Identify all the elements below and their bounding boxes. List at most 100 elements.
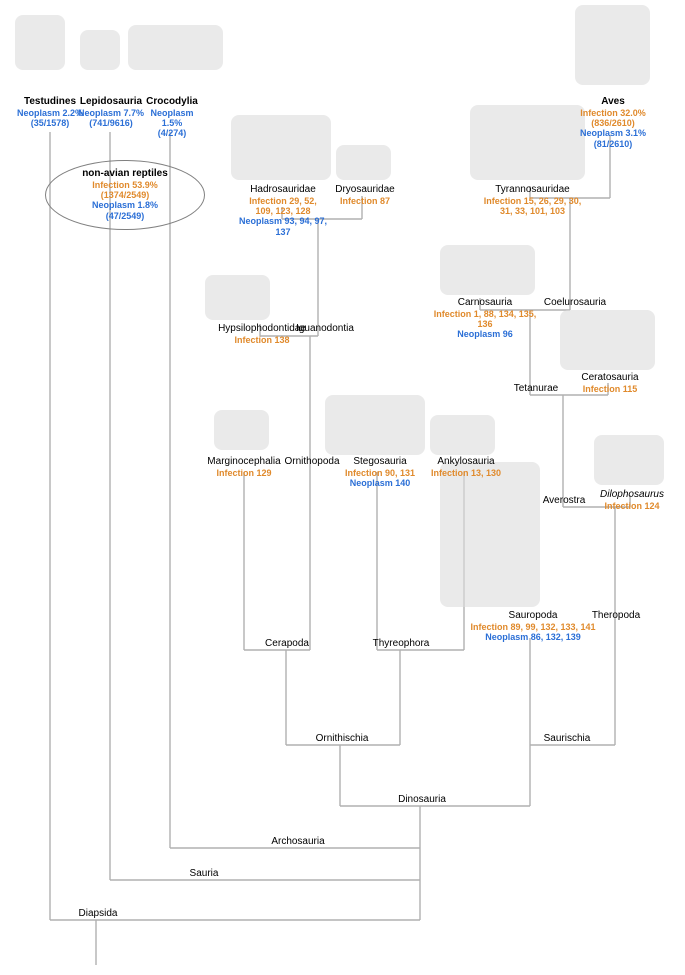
dryosauridae-inf: Infection 87: [330, 196, 400, 206]
aves-label: Aves Infection 32.0% (836/2610) Neoplasm…: [568, 96, 658, 149]
hadrosauridae-label: Hadrosauridae Infection 29, 52, 109, 123…: [233, 184, 333, 237]
bubble-inf1: Infection 53.9%: [45, 180, 205, 190]
dilophosaurus-name: Dilophosaurus: [590, 489, 674, 501]
sauropoda-inf: Infection 89, 99, 132, 133, 141: [468, 622, 598, 632]
averostra-label: Averostra: [537, 495, 591, 507]
dryosauridae-name: Dryosauridae: [330, 184, 400, 196]
ceratosaur-silhouette: [560, 310, 655, 370]
testudines-label: Testudines Neoplasm 2.2% (35/1578): [16, 96, 84, 128]
tyrannosauridae-inf1: Infection 15, 26, 29, 30,: [475, 196, 590, 206]
archosauria-name: Archosauria: [266, 836, 330, 848]
stegosauria-label: Stegosauria Infection 90, 131 Neoplasm 1…: [340, 456, 420, 488]
lepidosauria-neo1: Neoplasm 7.7%: [76, 108, 146, 118]
dryosauridae-label: Dryosauridae Infection 87: [330, 184, 400, 206]
sauria-name: Sauria: [182, 868, 226, 880]
carnosauria-neo: Neoplasm 96: [425, 329, 545, 339]
carnosaur-silhouette: [440, 245, 535, 295]
aves-name: Aves: [568, 96, 658, 108]
sauria-label: Sauria: [182, 868, 226, 880]
testudines-neo1: Neoplasm 2.2%: [16, 108, 84, 118]
crocodylia-neo1: Neoplasm 1.5%: [140, 108, 204, 129]
cerapoda-name: Cerapoda: [259, 638, 315, 650]
ornithopoda-label: Ornithopoda: [280, 456, 344, 468]
thyreophora-label: Thyreophora: [368, 638, 434, 650]
averostra-name: Averostra: [537, 495, 591, 507]
theropoda-label: Theropoda: [588, 610, 644, 622]
dilophosaurus-inf: Infection 124: [590, 501, 674, 511]
aves-inf1: Infection 32.0%: [568, 108, 658, 118]
tyrannosauridae-inf2: 31, 33, 101, 103: [475, 206, 590, 216]
hadrosauridae-inf1: Infection 29, 52,: [233, 196, 333, 206]
tyrannosauridae-label: Tyrannosauridae Infection 15, 26, 29, 30…: [475, 184, 590, 216]
iguanodontia-label: Iguanodontia: [290, 323, 360, 335]
ceratosauria-label: Ceratosauria Infection 115: [575, 372, 645, 394]
dilophosaurus-label: Dilophosaurus Infection 124: [590, 489, 674, 511]
hadrosauridae-inf2: 109, 123, 128: [233, 206, 333, 216]
bubble-neo2: (47/2549): [45, 211, 205, 221]
ornithopoda-name: Ornithopoda: [280, 456, 344, 468]
testudines-neo2: (35/1578): [16, 118, 84, 128]
iguanodontia-name: Iguanodontia: [290, 323, 360, 335]
dinosauria-name: Dinosauria: [393, 794, 451, 806]
hadrosaur-silhouette: [231, 115, 331, 180]
marginocephalian-silhouette: [214, 410, 269, 450]
saurischia-label: Saurischia: [538, 733, 596, 745]
ankylosaur-silhouette: [430, 415, 495, 455]
crocodile-silhouette: [128, 25, 223, 70]
crocodylia-neo2: (4/274): [140, 128, 204, 138]
marginocephalia-label: Marginocephalia Infection 129: [200, 456, 288, 478]
ceratosauria-inf: Infection 115: [575, 384, 645, 394]
hadrosauridae-neo: Neoplasm 93, 94, 97, 137: [233, 216, 333, 237]
ornithischia-label: Ornithischia: [310, 733, 374, 745]
crocodylia-label: Crocodylia Neoplasm 1.5% (4/274): [140, 96, 204, 139]
hadrosauridae-name: Hadrosauridae: [233, 184, 333, 196]
bubble-neo1: Neoplasm 1.8%: [45, 200, 205, 210]
dinosauria-label: Dinosauria: [393, 794, 451, 806]
tyrannosauridae-name: Tyrannosauridae: [475, 184, 590, 196]
marginocephalia-inf: Infection 129: [200, 468, 288, 478]
non-avian-bubble-text: non-avian reptiles Infection 53.9% (1374…: [45, 168, 205, 221]
stegosauria-inf: Infection 90, 131: [340, 468, 420, 478]
stegosauria-name: Stegosauria: [340, 456, 420, 468]
coelurosauria-label: Coelurosauria: [540, 297, 610, 309]
snake-silhouette: [80, 30, 120, 70]
dilophosaur-silhouette: [594, 435, 664, 485]
lepidosauria-name: Lepidosauria: [76, 96, 146, 108]
sauropod-silhouette: [440, 462, 540, 607]
dryosaur-silhouette: [336, 145, 391, 180]
lepidosauria-neo2: (741/9616): [76, 118, 146, 128]
sauropoda-label: Sauropoda Infection 89, 99, 132, 133, 14…: [468, 610, 598, 642]
ankylosauria-name: Ankylosauria: [428, 456, 504, 468]
sauropoda-neo: Neoplasm 86, 132, 139: [468, 632, 598, 642]
stegosaur-silhouette: [325, 395, 425, 455]
lepidosauria-label: Lepidosauria Neoplasm 7.7% (741/9616): [76, 96, 146, 128]
bird-silhouette: [575, 5, 650, 85]
hypsilophodontidae-inf: Infection 138: [212, 335, 312, 345]
ankylosauria-inf: Infection 13, 130: [428, 468, 504, 478]
carnosauria-label: Carnosauria Infection 1, 88, 134, 135, 1…: [425, 297, 545, 340]
cerapoda-label: Cerapoda: [259, 638, 315, 650]
aves-neo1: Neoplasm 3.1%: [568, 128, 658, 138]
ceratosauria-name: Ceratosauria: [575, 372, 645, 384]
carnosauria-name: Carnosauria: [425, 297, 545, 309]
diapsida-name: Diapsida: [74, 908, 122, 920]
theropoda-name: Theropoda: [588, 610, 644, 622]
ornithischia-name: Ornithischia: [310, 733, 374, 745]
stegosauria-neo: Neoplasm 140: [340, 478, 420, 488]
testudines-name: Testudines: [16, 96, 84, 108]
bubble-inf2: (1374/2549): [45, 190, 205, 200]
saurischia-name: Saurischia: [538, 733, 596, 745]
bubble-title: non-avian reptiles: [45, 168, 205, 180]
hypsilophodont-silhouette: [205, 275, 270, 320]
tetanurae-label: Tetanurae: [506, 383, 566, 395]
diapsida-label: Diapsida: [74, 908, 122, 920]
marginocephalia-name: Marginocephalia: [200, 456, 288, 468]
turtle-silhouette: [15, 15, 65, 70]
aves-neo2: (81/2610): [568, 139, 658, 149]
crocodylia-name: Crocodylia: [140, 96, 204, 108]
carnosauria-inf: Infection 1, 88, 134, 135, 136: [425, 309, 545, 330]
aves-inf2: (836/2610): [568, 118, 658, 128]
thyreophora-name: Thyreophora: [368, 638, 434, 650]
coelurosauria-name: Coelurosauria: [540, 297, 610, 309]
sauropoda-name: Sauropoda: [468, 610, 598, 622]
